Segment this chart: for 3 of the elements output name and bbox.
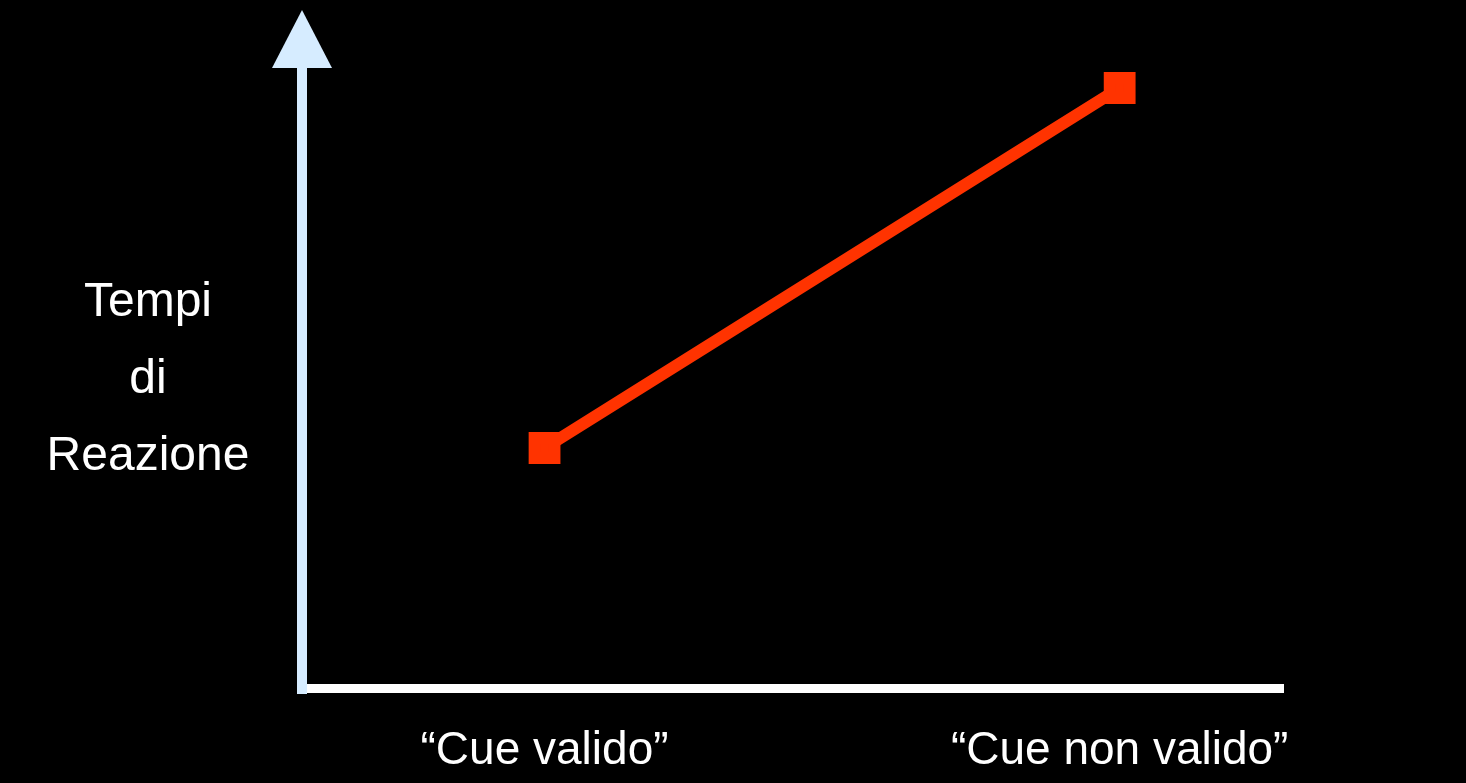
x-tick-label: “Cue non valido”	[950, 722, 1289, 775]
y-axis-title: Tempi di Reazione	[46, 273, 250, 481]
x-tick-label: “Cue valido”	[420, 722, 669, 775]
